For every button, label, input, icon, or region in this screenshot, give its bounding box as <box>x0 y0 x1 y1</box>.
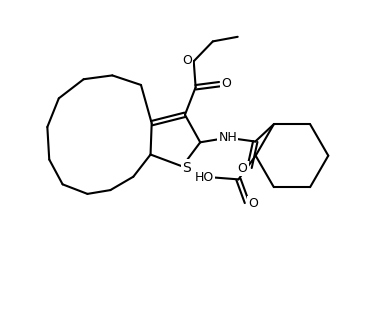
Text: NH: NH <box>218 131 237 144</box>
Text: O: O <box>182 54 192 67</box>
Text: S: S <box>182 160 191 174</box>
Text: O: O <box>221 77 231 90</box>
Text: O: O <box>249 197 258 210</box>
Text: O: O <box>238 162 248 175</box>
Text: HO: HO <box>194 171 214 183</box>
